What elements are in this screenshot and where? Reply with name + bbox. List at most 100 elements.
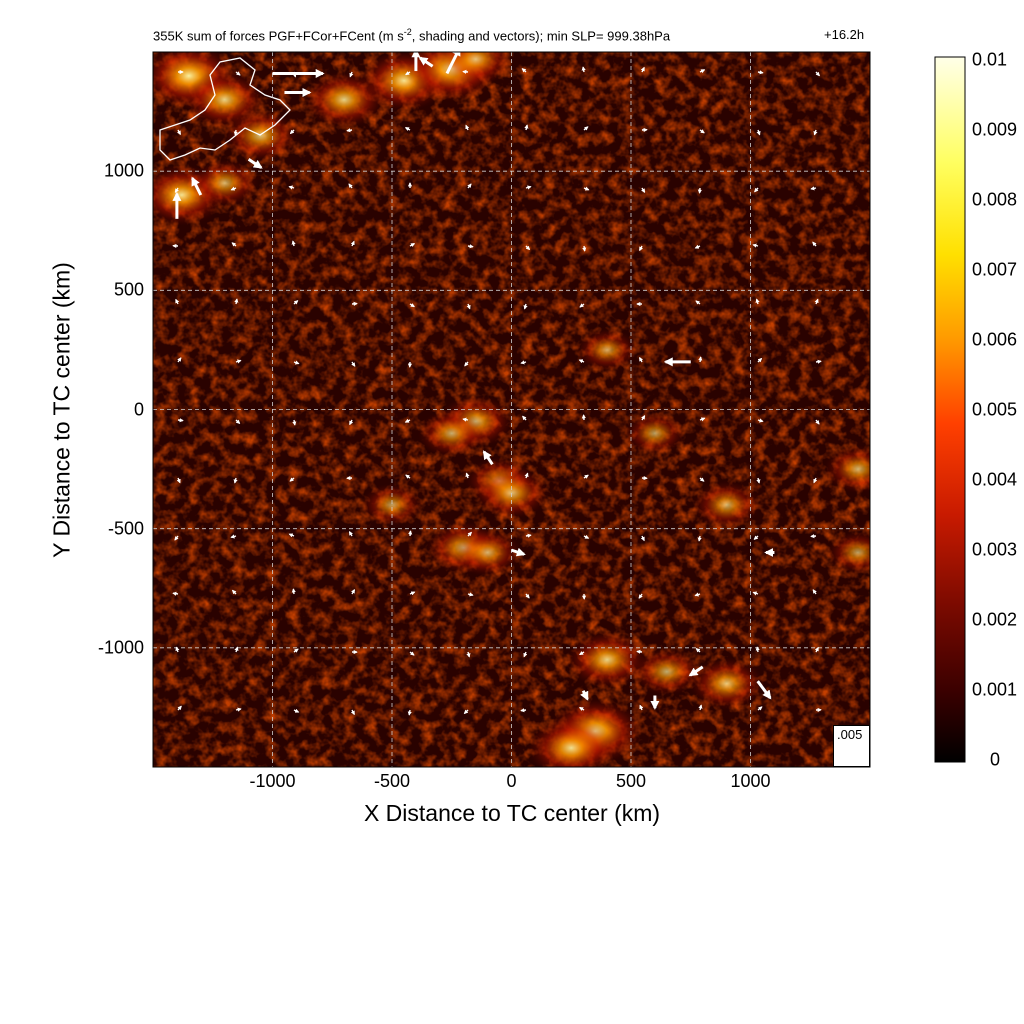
small-force-vector: [641, 187, 646, 193]
small-force-vector: [815, 359, 822, 364]
small-force-vector: [177, 357, 182, 363]
small-force-vector: [583, 474, 589, 479]
small-force-vector: [639, 704, 644, 711]
small-force-vector: [578, 706, 585, 711]
small-force-vector: [463, 709, 469, 715]
x-tick-label: 0: [506, 771, 517, 791]
hotspot: [438, 52, 513, 86]
forecast-time-label: +16.2h: [824, 27, 865, 42]
x-tick-label: 1000: [730, 771, 771, 791]
small-force-vector: [523, 651, 528, 658]
colorbar-tick-label: 0.003: [972, 539, 1018, 560]
small-force-vector: [525, 533, 532, 538]
small-force-vector: [408, 530, 413, 537]
y-tick-label: -500: [107, 518, 144, 539]
small-force-vector: [466, 303, 471, 310]
small-force-vector: [582, 245, 587, 252]
small-force-vector: [813, 129, 818, 136]
small-force-vector: [812, 589, 817, 595]
small-force-vector: [234, 646, 239, 653]
small-force-vector: [235, 359, 242, 364]
small-force-vector: [814, 646, 819, 653]
force-vector: [247, 158, 263, 169]
force-vectors: [172, 52, 822, 716]
small-force-vector: [464, 361, 469, 367]
x-tick-label: -500: [373, 771, 411, 791]
hotspot: [361, 483, 423, 527]
hotspot: [417, 409, 486, 458]
plot-frame: [152, 51, 871, 768]
small-force-vector: [521, 68, 527, 73]
small-force-vector: [348, 530, 353, 537]
force-vector: [688, 665, 704, 677]
small-force-vector: [467, 244, 474, 249]
colorbar: [934, 56, 966, 763]
hotspot: [474, 466, 549, 519]
small-force-vector: [289, 477, 295, 482]
small-force-vector: [752, 243, 759, 248]
small-force-vector: [292, 419, 297, 426]
small-force-vector: [525, 593, 530, 599]
small-force-vector: [694, 592, 701, 597]
small-force-vector: [520, 360, 527, 365]
small-force-vector: [409, 651, 415, 656]
small-force-vector: [638, 593, 643, 599]
small-force-vector: [756, 129, 761, 136]
small-force-vector: [522, 415, 527, 421]
small-force-vector: [293, 708, 300, 713]
small-force-vector: [288, 533, 295, 538]
small-force-vector: [235, 419, 241, 424]
colorbar-tick-label: 0.006: [972, 329, 1018, 350]
force-vector: [191, 176, 203, 196]
small-force-vector: [405, 474, 411, 479]
hotspot: [453, 528, 522, 577]
small-force-vector: [636, 649, 643, 654]
chart-title: 355K sum of forces PGF+FCor+FCent (m s-2…: [153, 27, 671, 44]
small-force-vector: [698, 704, 703, 711]
small-force-vector: [638, 245, 644, 252]
force-vector: [482, 450, 494, 466]
small-force-vector: [466, 651, 471, 658]
colorbar-tick-label: 0: [990, 749, 1001, 770]
small-force-vector: [697, 535, 702, 542]
small-force-vector: [351, 588, 356, 595]
small-force-vector: [755, 298, 760, 305]
hotspot: [566, 631, 648, 689]
small-force-vector: [695, 300, 701, 305]
colorbar-tick-label: 0.01: [972, 49, 1008, 70]
small-force-vector: [293, 648, 299, 653]
colorbar-tick-label: 0.004: [972, 469, 1018, 490]
small-force-vector: [699, 417, 706, 422]
small-force-vector: [525, 185, 532, 190]
small-force-vector: [409, 303, 415, 308]
small-force-vector: [349, 71, 354, 78]
small-force-vector: [755, 646, 760, 653]
x-tick-label: 500: [615, 771, 647, 791]
small-force-vector: [175, 298, 180, 305]
y-tick-label: -1000: [97, 637, 144, 658]
small-force-vector: [467, 183, 472, 189]
small-force-vector: [176, 129, 182, 136]
small-force-vector: [525, 245, 531, 251]
hotspot: [692, 481, 761, 529]
small-force-vector: [752, 591, 759, 596]
small-force-vector: [467, 592, 474, 597]
small-force-vector: [524, 124, 529, 131]
small-force-vector: [757, 418, 764, 423]
small-force-vector: [233, 129, 238, 136]
small-force-vector: [405, 71, 411, 76]
small-force-vector: [288, 185, 295, 190]
hotspot: [190, 159, 259, 207]
small-force-vector: [524, 472, 529, 479]
small-force-vector: [467, 531, 472, 537]
small-force-vector: [404, 126, 411, 132]
force-vector: [511, 547, 526, 557]
colorbar-tick-label: 0.007: [972, 259, 1018, 280]
small-force-vector: [291, 588, 296, 595]
small-force-vector: [291, 240, 296, 247]
small-force-vector: [757, 706, 763, 711]
small-force-vector: [348, 183, 353, 189]
small-force-vector: [578, 651, 585, 656]
small-force-vector: [409, 591, 416, 596]
small-force-vector: [812, 241, 817, 247]
